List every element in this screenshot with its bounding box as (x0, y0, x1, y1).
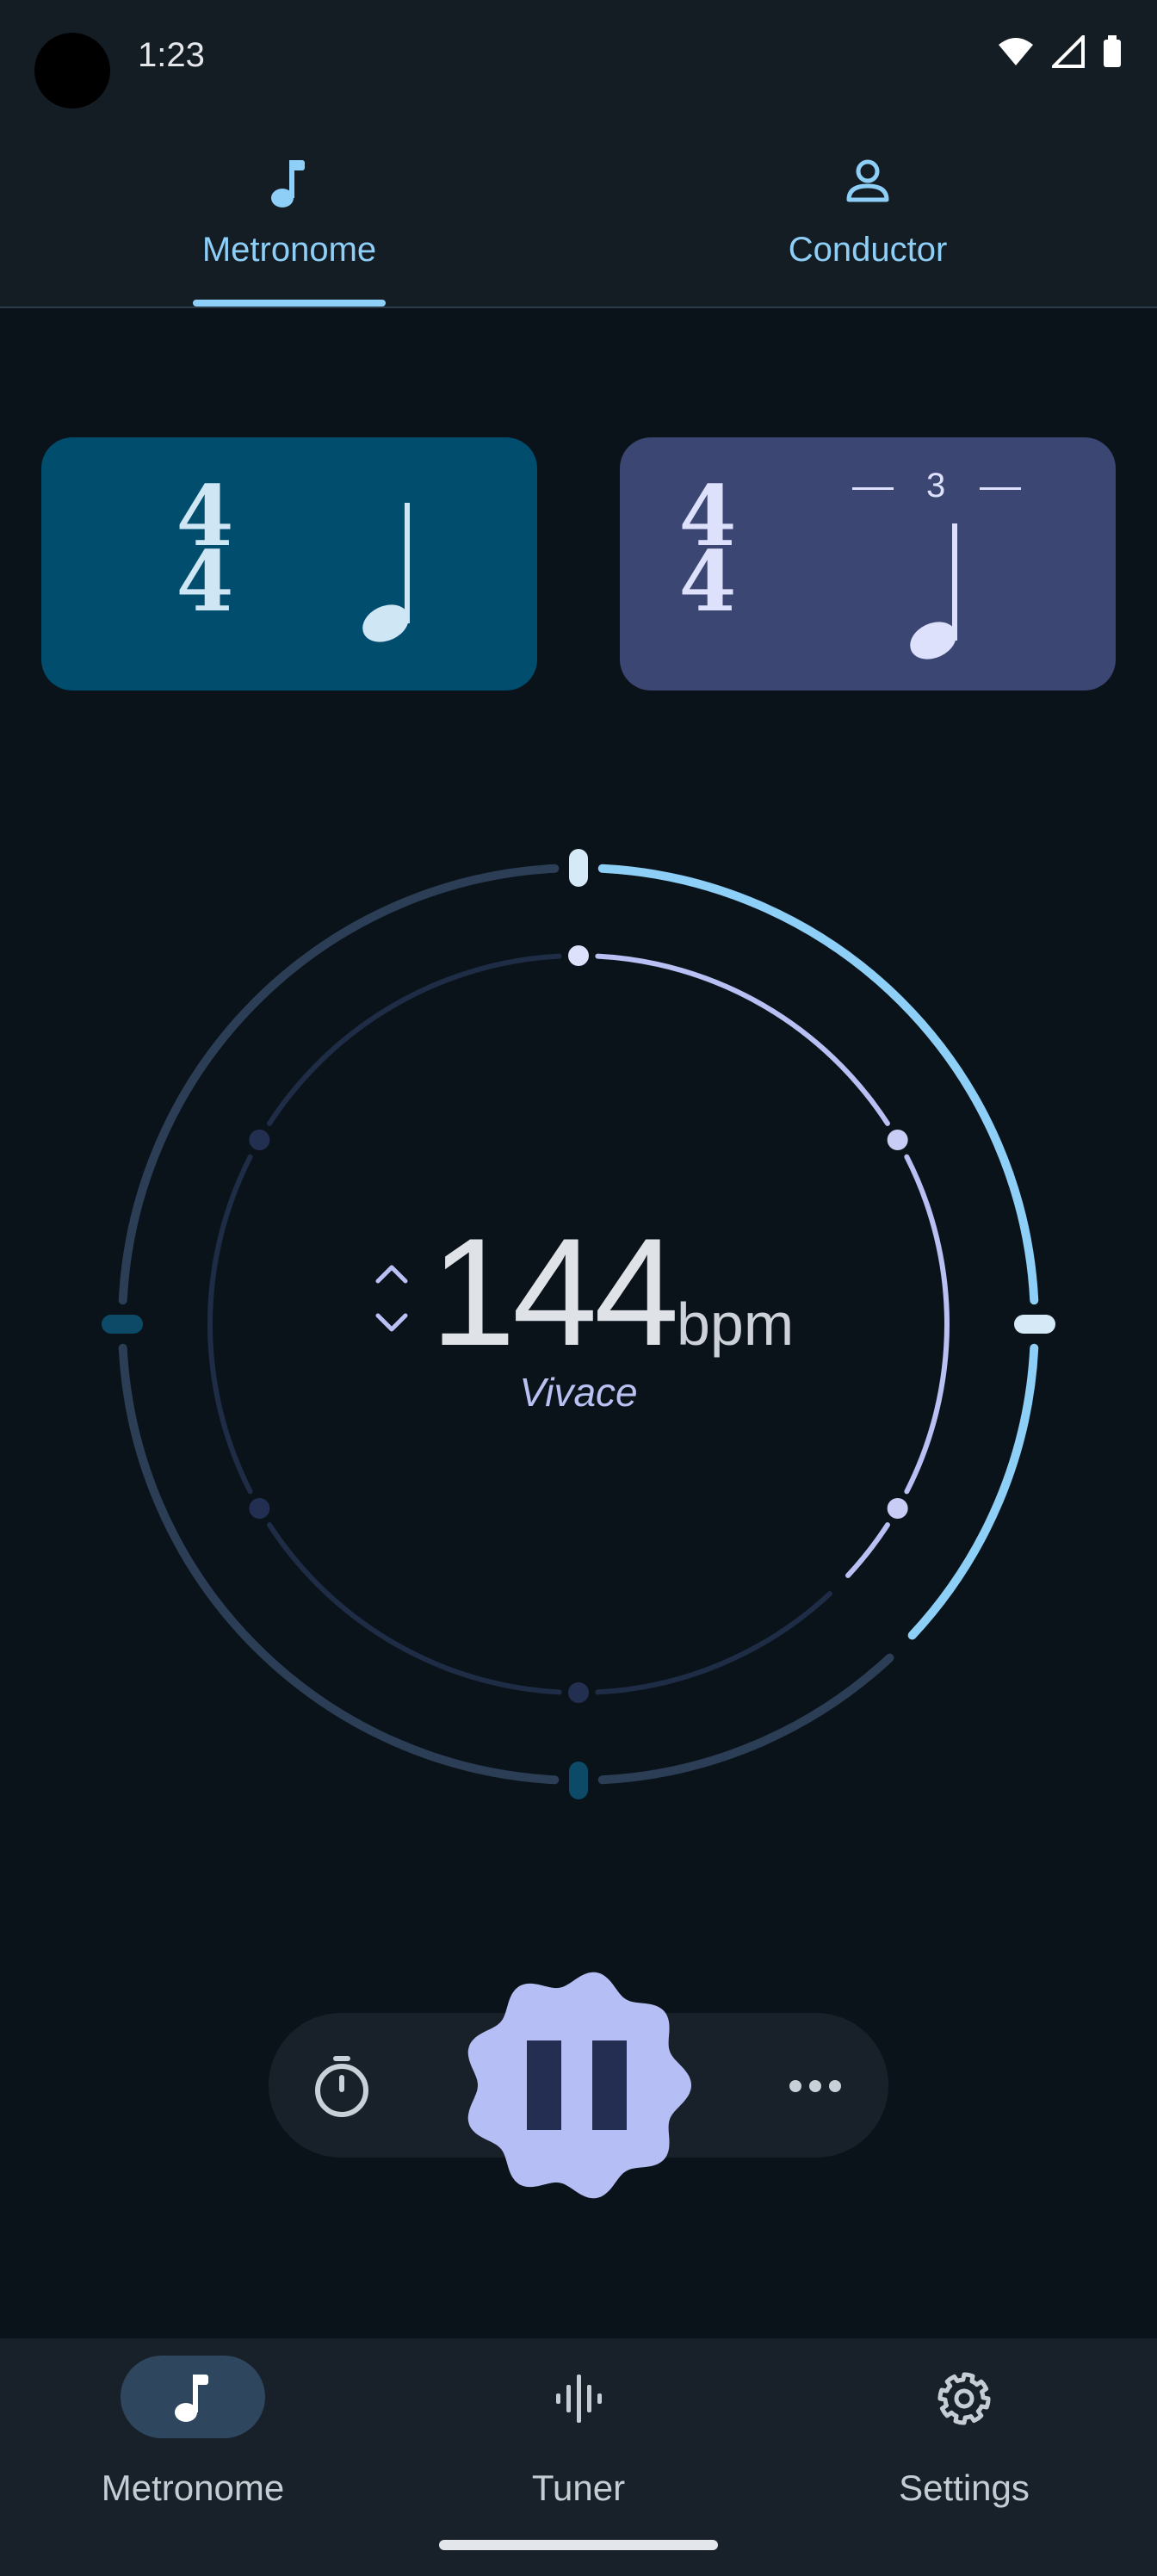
beat-ring-segment (597, 1653, 894, 1785)
beat-dial[interactable] (0, 827, 1157, 1842)
subdivision-ring-segment (267, 1522, 562, 1695)
nav-label: Tuner (531, 2468, 626, 2508)
subdivision-ring-segment (267, 953, 562, 1126)
beat-ring-segment (118, 864, 560, 1305)
subdivision-dot (568, 1682, 589, 1703)
time-signature-denominator: 4 (678, 533, 737, 630)
subdivision-ring-segment (595, 1591, 832, 1695)
beat-marker-3 (569, 1762, 588, 1799)
subdivision-dot (249, 1498, 270, 1519)
tempo-stepper-icon[interactable] (374, 1255, 410, 1348)
beat-ring-active-segment (907, 1343, 1039, 1640)
tab-label: Conductor (788, 231, 948, 269)
nav-label: Metronome (101, 2468, 285, 2508)
tempo-name: Vivace (519, 1370, 638, 1415)
wifi-icon (999, 38, 1033, 65)
tuplet-bracket-right (980, 487, 1021, 490)
beat-card-subdivision[interactable]: 4 4 3 (620, 437, 1116, 690)
mode-tabs: Metronome Conductor (0, 138, 1157, 307)
bottom-navigation: Metronome Tuner Settings (0, 2338, 1157, 2576)
time-signature-denominator: 4 (176, 533, 234, 630)
music-note-icon (175, 2375, 208, 2422)
music-note-icon (271, 160, 305, 207)
time-signature-numerator: 4 (678, 468, 737, 565)
tuplet-number: 3 (926, 467, 946, 505)
play-pause-button[interactable] (456, 1968, 697, 2202)
subdivision-ring-active-segment (904, 1154, 950, 1495)
nav-label: Settings (899, 2468, 1030, 2508)
tempo-value: 144 (430, 1206, 679, 1378)
beat-marker-2 (1014, 1315, 1055, 1334)
subdivision-dot (568, 945, 589, 966)
timer-icon[interactable] (303, 2047, 381, 2125)
beat-marker-4 (102, 1315, 143, 1334)
subdivision-ring-active-segment (595, 953, 890, 1126)
tempo-display[interactable]: 144 bpm Vivace (0, 1216, 1157, 1422)
more-horiz-icon[interactable] (776, 2047, 854, 2125)
tab-divider (0, 307, 1157, 308)
nav-item-settings[interactable]: Settings (771, 2338, 1157, 2576)
status-time: 1:23 (138, 36, 205, 74)
tab-conductor[interactable]: Conductor (578, 138, 1157, 307)
signal-icon (1052, 35, 1085, 68)
subdivision-ring-active-segment (845, 1522, 890, 1578)
nav-item-tuner[interactable]: Tuner (386, 2338, 771, 2576)
battery-icon (1104, 35, 1121, 67)
beat-ring-active-segment (597, 864, 1039, 1305)
status-icons (997, 34, 1123, 69)
waveform-icon (556, 2375, 602, 2423)
home-indicator (439, 2540, 718, 2550)
time-signature-numerator: 4 (176, 468, 234, 565)
nav-item-metronome[interactable]: Metronome (0, 2338, 386, 2576)
play-button-shape (467, 1972, 691, 2199)
gear-icon (937, 2372, 991, 2425)
tab-label: Metronome (201, 231, 377, 269)
camera-cutout (34, 33, 110, 108)
subdivision-dot (249, 1130, 270, 1150)
tuplet-bracket-left (852, 487, 894, 490)
quarter-note-icon (910, 523, 957, 659)
tab-indicator (193, 300, 386, 307)
top-app-bar (0, 0, 1157, 308)
subdivision-dot (887, 1498, 908, 1519)
beat-marker-1 (569, 849, 588, 887)
beat-ring-segment (118, 1343, 560, 1785)
subdivision-dot (887, 1130, 908, 1150)
quarter-note-icon (362, 503, 410, 642)
tempo-unit: bpm (677, 1291, 795, 1358)
pause-icon (527, 2040, 627, 2130)
subdivision-ring-segment (207, 1154, 253, 1495)
time-signature: 4 4 (666, 468, 749, 630)
beat-card-primary[interactable]: 4 4 (41, 437, 537, 690)
person-icon (846, 159, 889, 202)
tab-metronome[interactable]: Metronome (0, 138, 578, 307)
time-signature: 4 4 (164, 468, 246, 630)
